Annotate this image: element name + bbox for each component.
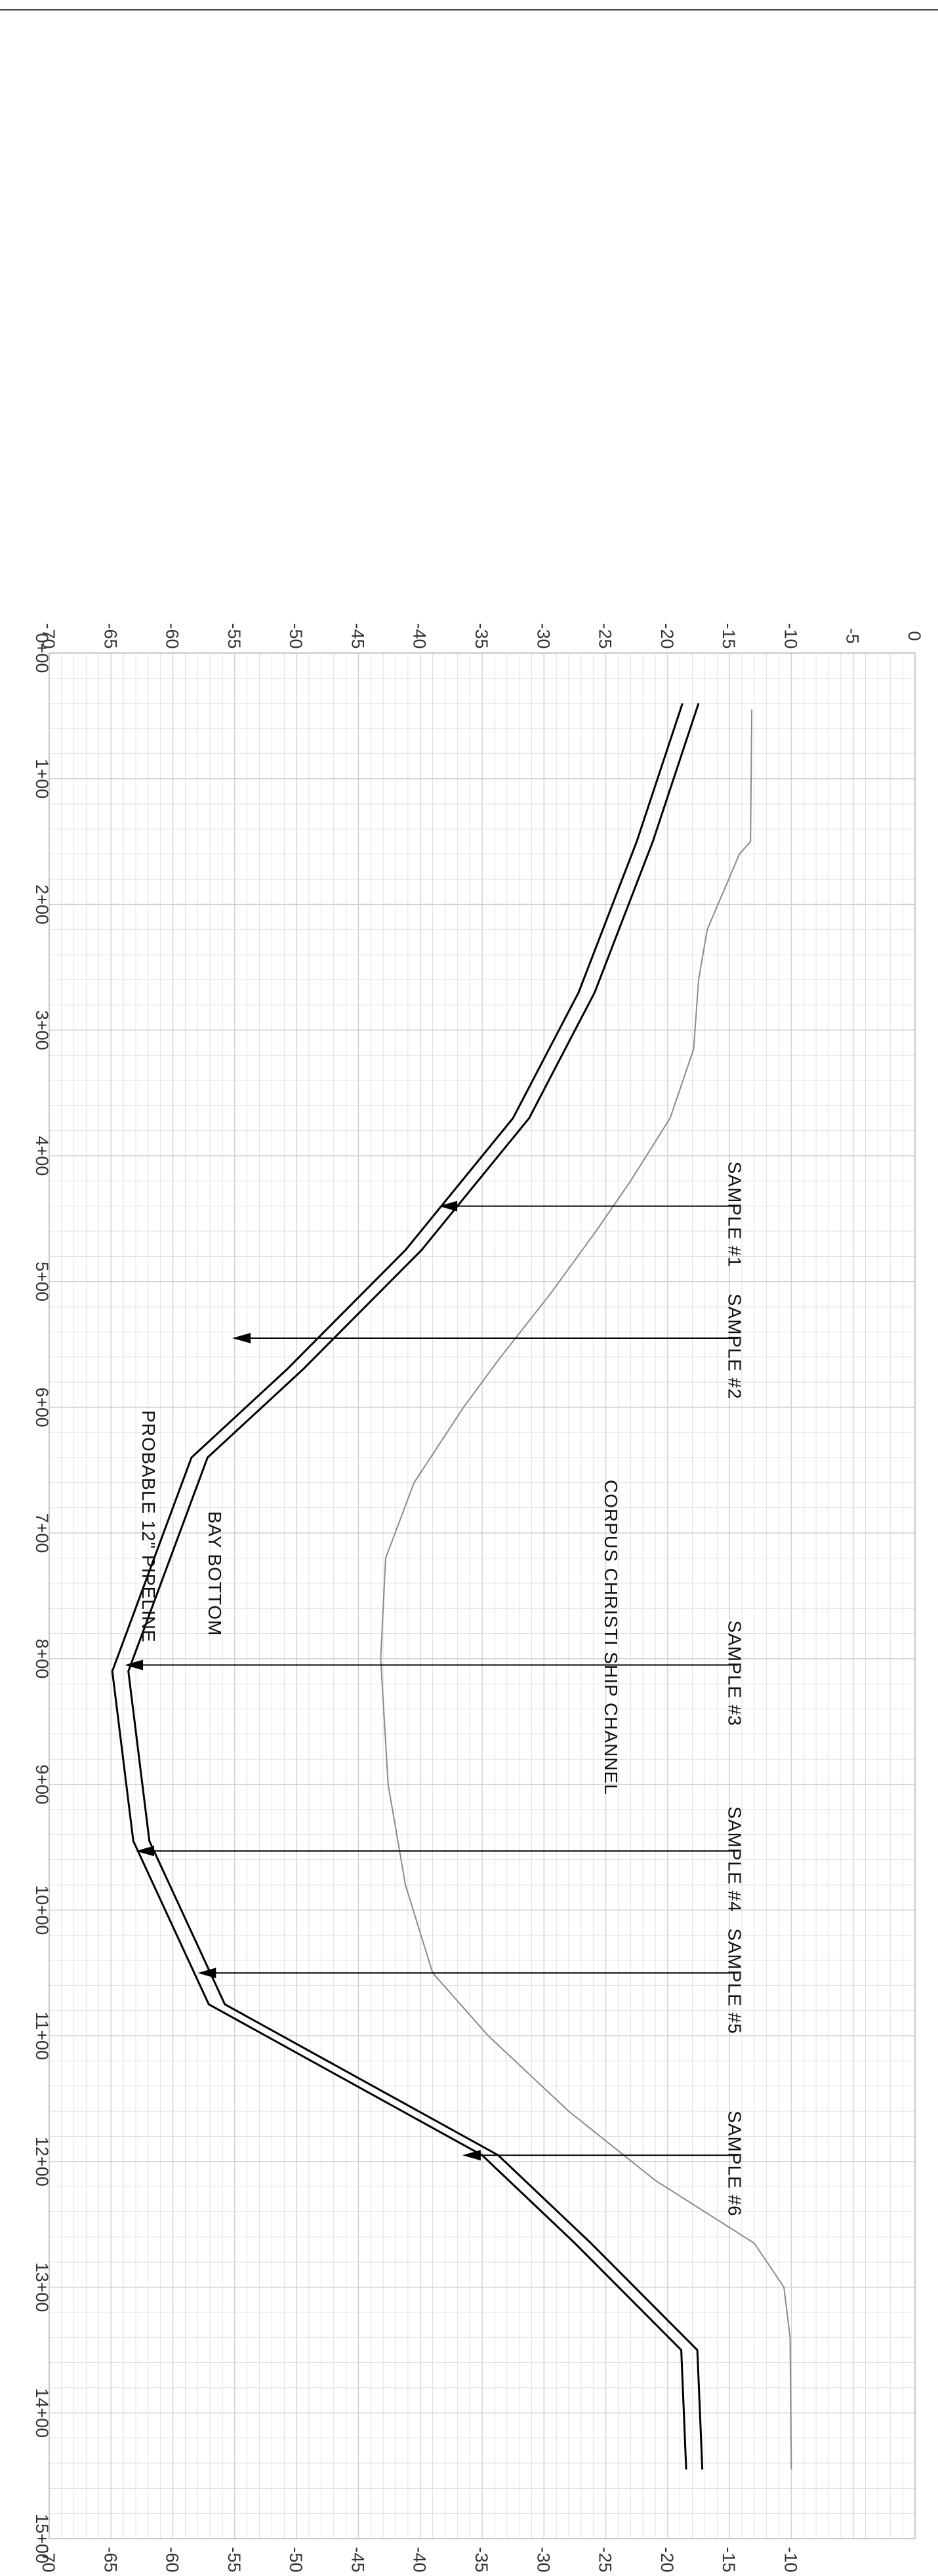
station-tick-label: 11+00 [32,2011,52,2060]
elevation-tick-label: -65 [100,623,120,648]
elevation-tick-label-bottom: -20 [657,2546,677,2572]
channel-name-label: CORPUS CHRISTI SHIP CHANNEL [601,1480,621,1795]
sample-callout: SAMPLE #1 [439,1162,744,1268]
station-tick-label: 0+00 [32,633,52,673]
elevation-tick-label: -50 [286,623,306,648]
sample-arrowhead [232,1332,251,1343]
sample-callouts: SAMPLE #1 SAMPLE #2 SAMPLE #3 SAMPLE #4 SAMP… [125,1162,744,2217]
station-tick-label: 2+00 [32,884,52,924]
feature-labels: CORPUS CHRISTI SHIP CHANNEL BAY BOTTOM P… [138,1410,621,1795]
sample-arrowhead [439,1200,457,1212]
elevation-tick-label-bottom: -45 [348,2546,367,2572]
bay-bottom-label: BAY BOTTOM [205,1511,225,1636]
pipeline-label: PROBABLE 12" PIPELINE [138,1410,159,1643]
elevation-tick-label-bottom: -15 [719,2546,739,2572]
station-tick-label: 6+00 [32,1387,52,1427]
elevation-tick-label: -55 [224,623,244,648]
elevation-tick-label-bottom: -50 [286,2546,306,2572]
bay-bottom-profile [380,709,792,2470]
sample-label: SAMPLE #4 [724,1806,744,1912]
station-tick-label: 1+00 [32,759,52,799]
axis-labels: 0+00 1+00 2+00 3+00 4+00 5+00 6+00 7+00 8+00 9+00… [32,623,924,2572]
sample-label: SAMPLE #5 [724,1928,744,2034]
elevation-tick-label: 0 [905,631,924,641]
elevation-tick-label-bottom: -10 [781,2546,800,2572]
sample-arrowhead [125,1659,144,1671]
station-tick-label: 10+00 [32,1885,52,1935]
sample-arrowhead [462,2150,481,2161]
sample-callout: SAMPLE #6 [462,2110,744,2217]
grid [49,652,916,2539]
elevation-tick-label-bottom: -60 [163,2546,182,2572]
sample-label: SAMPLE #2 [724,1294,744,1400]
grid-frame [49,652,916,2539]
station-tick-label: 4+00 [32,1136,52,1176]
elevation-tick-label-bottom: -25 [596,2546,615,2572]
station-tick-label: 15+00 [32,2514,52,2564]
elevation-tick-label: -10 [781,623,800,648]
station-tick-label: 5+00 [32,1261,52,1301]
sample-callout: SAMPLE #2 [232,1294,744,1400]
elevation-tick-label-bottom: -65 [100,2546,120,2572]
sample-callout: SAMPLE #5 [197,1928,744,2034]
sample-label: SAMPLE #6 [724,2110,744,2217]
elevation-tick-label: -70 [39,623,58,648]
elevation-tick-label-bottom: -70 [39,2546,58,2572]
elevation-tick-label-bottom: -35 [472,2546,491,2572]
elevation-tick-label: -25 [596,623,615,648]
channel-inner-profile [127,703,704,2470]
sample-label: SAMPLE #3 [724,1620,744,1726]
elevation-tick-label: -35 [472,623,491,648]
sample-callout: SAMPLE #3 [125,1620,744,1726]
elevation-tick-label: -30 [533,623,553,648]
elevation-tick-label: -20 [657,623,677,648]
profiles [111,703,792,2470]
elevation-tick-label-bottom: -55 [224,2546,244,2572]
channel-outer-profile [111,703,687,2470]
sample-callout: SAMPLE #4 [136,1806,744,1912]
elevation-tick-label: -60 [163,623,182,648]
station-tick-label: 9+00 [32,1764,52,1804]
station-tick-label: 12+00 [32,2137,52,2187]
sample-label: SAMPLE #1 [724,1162,744,1268]
elevation-tick-label: -45 [348,623,367,648]
elevation-tick-label: -15 [719,623,739,648]
station-tick-label: 3+00 [32,1010,52,1050]
elevation-tick-label-bottom: -40 [410,2546,430,2572]
elevation-tick-label: -40 [410,623,430,648]
station-tick-label: 7+00 [32,1513,52,1553]
station-tick-label: 8+00 [32,1638,52,1678]
sample-arrowhead [136,1846,154,1857]
elevation-tick-label-bottom: -30 [533,2546,553,2572]
sheet-top-border [0,9,938,10]
elevation-tick-label: -5 [843,628,863,644]
station-tick-label: 13+00 [32,2263,52,2312]
sample-arrowhead [197,1968,216,1979]
station-tick-label: 14+00 [32,2388,52,2438]
